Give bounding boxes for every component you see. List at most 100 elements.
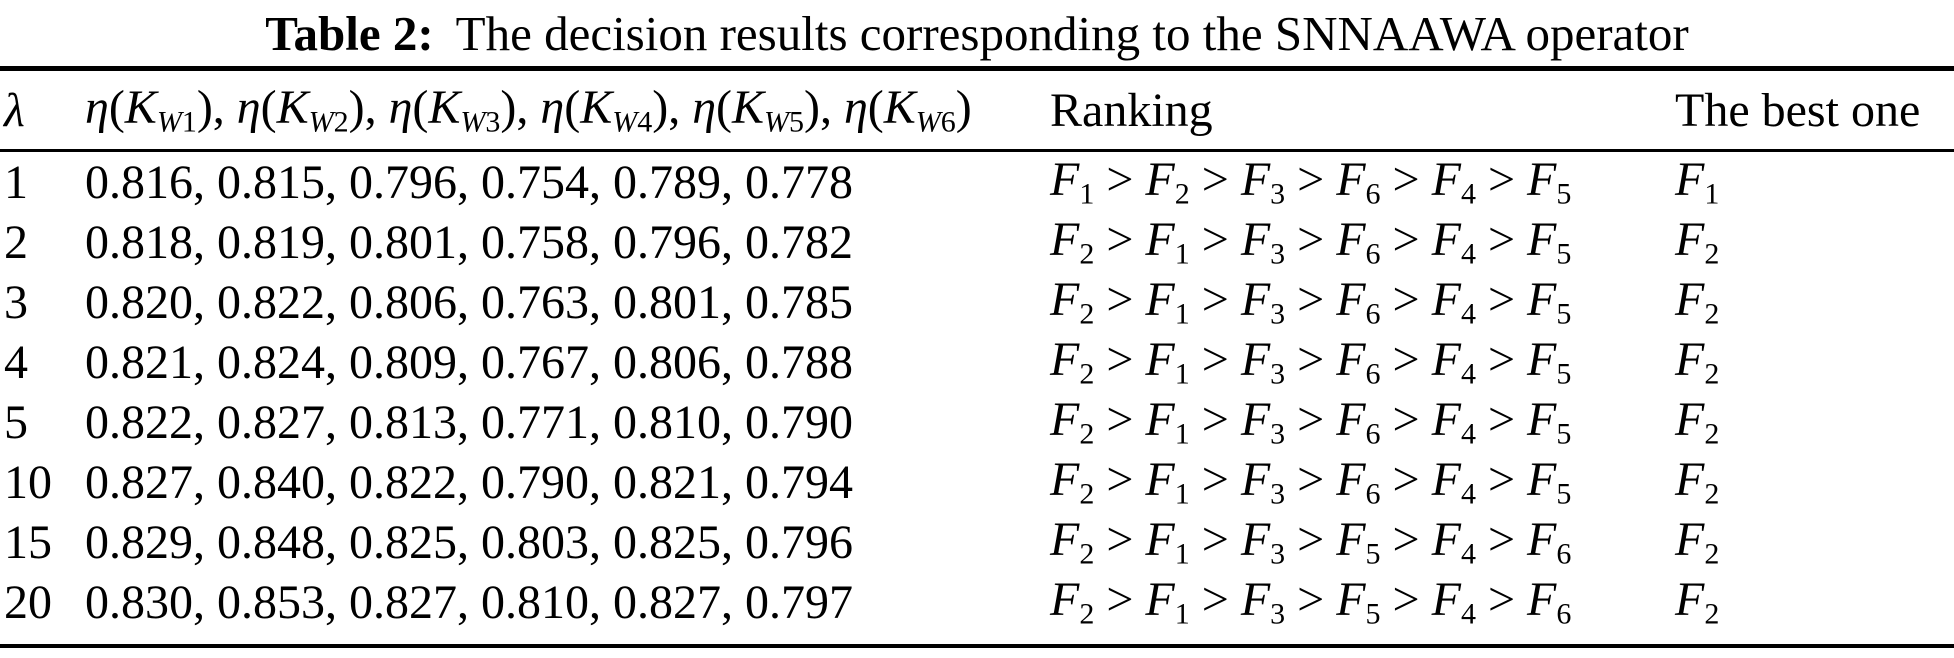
f-subscript: 2 [1079,537,1095,571]
f-subscript: 4 [1460,537,1476,571]
ranking-value: F2 > F1 > F3 > F5 > F4 > F6 [1050,512,1675,571]
f-subscript: 1 [1174,237,1190,271]
subscript-number: 3 [485,105,501,139]
f-subscript: 5 [1556,237,1572,271]
gt-separator: > [1475,213,1528,267]
eta-symbol: η [388,81,413,135]
f-term: F1 [1145,213,1189,270]
f-subscript: 2 [1704,357,1720,391]
f-term: F3 [1240,513,1285,570]
score-values: 0.818, 0.819, 0.801, 0.758, 0.796, 0.782 [85,215,853,269]
f-symbol: F [1240,513,1271,567]
gt-separator: > [1189,333,1241,387]
score-values: 0.821, 0.824, 0.809, 0.767, 0.806, 0.788 [85,335,853,389]
f-symbol: F [1336,273,1366,327]
f-term: F5 [1527,333,1571,390]
f-symbol: F [1431,393,1461,447]
gt-separator: > [1475,153,1528,207]
gt-separator: > [1380,573,1432,627]
open-paren: ( [716,81,732,135]
f-subscript: 4 [1460,417,1476,451]
f-term: F5 [1527,393,1571,450]
f-symbol: F [1527,513,1557,567]
f-symbol: F [1145,333,1175,387]
ranking-value: F2 > F1 > F3 > F6 > F4 > F5 [1050,272,1675,331]
separator: , [516,81,541,135]
gt-separator: > [1475,393,1528,447]
f-term: F6 [1336,213,1380,270]
f-term: F1 [1145,333,1189,390]
f-symbol: F [1050,273,1080,327]
subscript-number: 6 [940,105,956,139]
f-subscript: 4 [1460,177,1476,211]
f-symbol: F [1527,333,1557,387]
gt-separator: > [1189,393,1241,447]
f-symbol: F [1675,393,1705,447]
gt-separator: > [1285,513,1337,567]
f-term: F2 [1675,333,1719,390]
subscript-letter: W [612,105,638,139]
f-term: F2 [1050,333,1094,390]
f-symbol: F [1050,513,1080,567]
f-symbol: F [1050,573,1080,627]
f-term: F6 [1336,393,1380,450]
f-symbol: F [1145,393,1175,447]
f-term: F1 [1145,393,1189,450]
f-symbol: F [1145,453,1175,507]
f-subscript: 2 [1079,237,1095,271]
f-subscript: 2 [1079,297,1095,331]
k-symbol: K [124,81,157,135]
best-one-value: F2 [1675,572,1954,631]
lambda-value: 10 [4,455,52,509]
f-subscript: 4 [1460,357,1476,391]
f-term: F1 [1145,513,1189,570]
f-subscript: 1 [1174,477,1190,511]
gt-separator: > [1189,453,1241,507]
best-one-value: F1 [1675,152,1954,211]
subscript-number: 2 [333,105,349,139]
ranking-value: F2 > F1 > F3 > F6 > F4 > F5 [1050,332,1675,391]
open-paren: ( [260,81,277,135]
f-subscript: 5 [1365,597,1381,631]
top-rule [0,66,1954,71]
ranking-value: F2 > F1 > F3 > F6 > F4 > F5 [1050,212,1675,271]
table-row: 10 0.827, 0.840, 0.822, 0.790, 0.821, 0.7… [0,452,1954,512]
f-symbol: F [1527,153,1557,207]
f-term: F2 [1050,393,1094,450]
subscript: W1 [157,106,197,139]
subscript-letter: W [156,105,182,139]
table-header-row: λ η(KW1), η(KW2), η(KW3), η(KW4), η(KW5)… [0,71,1954,149]
separator: , [819,81,844,135]
f-term: F3 [1241,573,1285,630]
eta-symbol: η [236,81,261,135]
ranking-value: F2 > F1 > F3 > F6 > F4 > F5 [1050,392,1675,451]
gt-separator: > [1380,213,1432,267]
f-subscript: 2 [1704,297,1720,331]
f-term: F2 [1050,513,1094,570]
f-subscript: 3 [1270,237,1286,271]
gt-separator: > [1475,273,1528,327]
f-term: F5 [1527,213,1571,270]
gt-separator: > [1380,513,1432,567]
best-one-value: F2 [1675,452,1954,511]
gt-separator: > [1094,333,1146,387]
f-symbol: F [1675,153,1705,207]
f-subscript: 6 [1365,477,1381,511]
f-term: F5 [1527,273,1571,330]
f-subscript: 1 [1174,597,1190,631]
close-paren: ) [196,81,213,135]
f-symbol: F [1336,393,1366,447]
gt-separator: > [1189,273,1241,327]
f-symbol: F [1431,513,1461,567]
f-symbol: F [1527,273,1557,327]
subscript-number: 4 [637,105,653,139]
gt-separator: > [1094,453,1146,507]
table-row: 4 0.821, 0.824, 0.809, 0.767, 0.806, 0.78… [0,332,1954,392]
f-subscript: 1 [1174,357,1190,391]
f-term: F4 [1432,273,1476,330]
close-paren: ) [804,81,820,135]
table-row: 15 0.829, 0.848, 0.825, 0.803, 0.825, 0.7… [0,512,1954,572]
eta-symbol: η [85,81,109,135]
f-subscript: 1 [1174,537,1190,571]
gt-separator: > [1475,573,1528,627]
